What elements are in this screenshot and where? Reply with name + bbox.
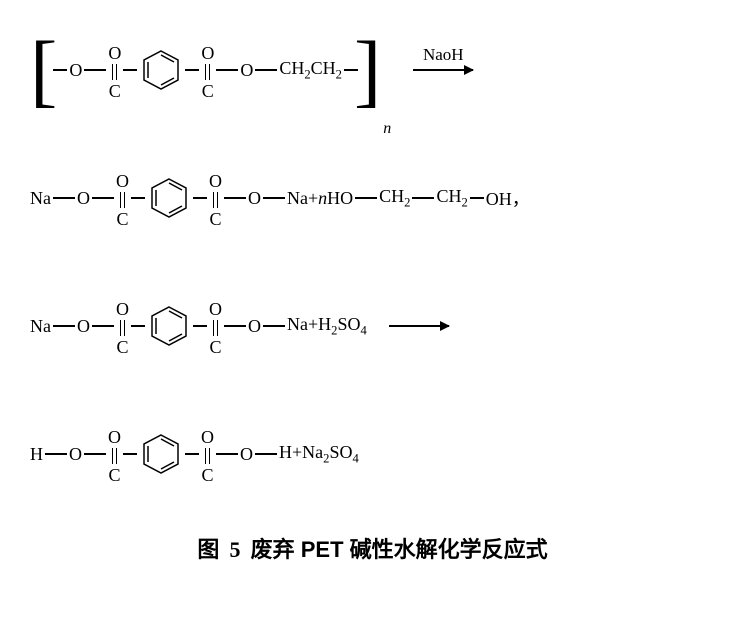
bond	[92, 197, 114, 199]
atom-o: O	[240, 444, 253, 465]
bond	[263, 197, 285, 199]
bond	[224, 325, 246, 327]
bond	[84, 69, 106, 71]
product-tail-4: H+Na2SO4	[279, 442, 359, 467]
bond	[53, 197, 75, 199]
atom-o: O	[77, 188, 90, 209]
carbonyl-left: OC	[108, 40, 121, 100]
carbonyl-right: OC	[209, 168, 222, 228]
atom-o: O	[248, 316, 261, 337]
caption-text: 废弃 PET 碱性水解化学反应式	[251, 537, 548, 562]
bond	[255, 69, 277, 71]
carbonyl-right: OC	[201, 424, 214, 484]
bond	[193, 325, 207, 327]
atom-o: O	[248, 188, 261, 209]
atom-na-left: Na	[30, 188, 51, 209]
bond	[123, 453, 137, 455]
bond	[92, 325, 114, 327]
molecule-terephthalic-acid: H O OC OC O H+Na2SO4	[30, 424, 359, 484]
reaction-arrow: NaoH	[413, 69, 473, 71]
bond	[45, 453, 67, 455]
figure-caption: 图 5 废弃 PET 碱性水解化学反应式	[30, 532, 715, 564]
bond	[224, 197, 246, 199]
atom-o: O	[69, 60, 82, 81]
molecule-disodium-terephthalate-2: Na O OC OC O Na+H2SO4	[30, 296, 367, 356]
reaction-row-2: Na O OC OC O Na+nHO CH2 CH2 OH，	[30, 148, 715, 248]
atom-na-left: Na	[30, 316, 51, 337]
product-tail-3: Na+H2SO4	[287, 314, 367, 339]
bond	[470, 197, 484, 199]
molecule-pet-repeat: O OC OC O CH2CH2	[51, 40, 360, 100]
bond	[53, 325, 75, 327]
carbonyl-right: OC	[201, 40, 214, 100]
bond	[84, 453, 106, 455]
molecule-disodium-terephthalate: Na O OC OC O Na+nHO CH2 CH2 OH，	[30, 168, 530, 228]
atom-o: O	[77, 316, 90, 337]
tail-group: O	[240, 60, 253, 81]
benzene-ring	[139, 432, 183, 476]
benzene-ring	[147, 304, 191, 348]
arrow-label-naoh: NaoH	[423, 45, 464, 65]
carbonyl-left: OC	[116, 168, 129, 228]
reaction-row-4: H O OC OC O H+Na2SO4	[30, 404, 715, 504]
bond	[263, 325, 285, 327]
reaction-arrow	[389, 325, 449, 327]
bond	[185, 69, 199, 71]
bond	[216, 69, 238, 71]
bond	[216, 453, 238, 455]
ethylene: CH2CH2	[279, 58, 342, 83]
bond	[185, 453, 199, 455]
ch2: CH2	[436, 186, 467, 211]
bond	[131, 325, 145, 327]
benzene-ring	[139, 48, 183, 92]
reaction-row-1: [ O OC OC O CH2CH2 ] n NaoH	[30, 20, 715, 120]
carbonyl-left: OC	[116, 296, 129, 356]
bond	[255, 453, 277, 455]
bond	[193, 197, 207, 199]
atom-h-left: H	[30, 444, 43, 465]
bond	[53, 69, 67, 71]
bond	[123, 69, 137, 71]
atom-o: O	[69, 444, 82, 465]
carbonyl-left: OC	[108, 424, 121, 484]
bond	[131, 197, 145, 199]
carbonyl-right: OC	[209, 296, 222, 356]
ch2: CH2	[379, 186, 410, 211]
bond	[412, 197, 434, 199]
bond	[355, 197, 377, 199]
caption-prefix: 图	[197, 537, 219, 562]
caption-figure-number: 5	[230, 537, 241, 562]
oh-comma: OH，	[486, 185, 530, 211]
reaction-row-3: Na O OC OC O Na+H2SO4	[30, 276, 715, 376]
product-tail: Na+nHO	[287, 188, 353, 209]
benzene-ring	[147, 176, 191, 220]
polymer-subscript-n: n	[383, 120, 391, 138]
